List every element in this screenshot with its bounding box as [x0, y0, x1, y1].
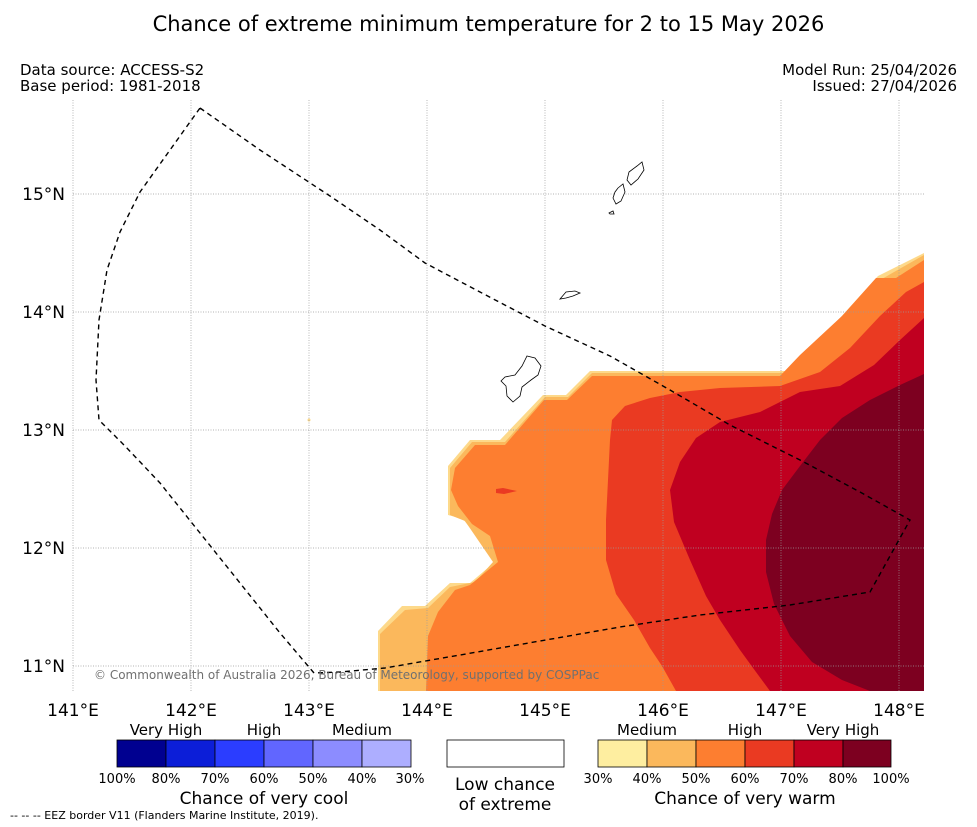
low-chance-legend: Low chance of extreme	[446, 739, 565, 815]
cool-swatch-40-30	[361, 739, 412, 768]
warm-group-medium: Medium	[617, 721, 677, 739]
cool-swatch-80-70	[165, 739, 216, 768]
island-saipan	[626, 161, 645, 186]
lon-label: 148°E	[873, 701, 925, 721]
warm-tick: 40%	[633, 772, 662, 787]
warm-swatch-70-80	[793, 739, 844, 768]
island-rota	[558, 290, 582, 300]
lon-label: 144°E	[401, 701, 453, 721]
copyright-text: © Commonwealth of Australia 2026, Bureau…	[94, 668, 599, 682]
cool-group-high: High	[247, 721, 281, 739]
cool-tick: 40%	[348, 772, 377, 787]
warm-tick: 60%	[731, 772, 760, 787]
cool-swatch-70-60	[214, 739, 265, 768]
low-chance-swatch	[446, 739, 565, 768]
lon-label: 147°E	[755, 701, 807, 721]
longitude-axis: 141°E 142°E 143°E 144°E 145°E 146°E 147°…	[47, 701, 925, 721]
low-chance-line1: Low chance	[455, 775, 555, 795]
lon-label: 141°E	[47, 701, 99, 721]
warm-tick: 80%	[829, 772, 858, 787]
warm-swatch-60-70	[744, 739, 795, 768]
warm-group-high: High	[728, 721, 762, 739]
lat-label: 11°N	[22, 657, 65, 677]
data-source-text: Data source: ACCESS-S2	[20, 61, 205, 79]
low-chance-line2: of extreme	[459, 795, 552, 815]
warm-swatch-80-100	[842, 739, 892, 768]
lat-label: 15°N	[22, 185, 65, 205]
cool-tick: 80%	[152, 772, 181, 787]
island-guam	[500, 355, 542, 403]
issued-text: Issued: 27/04/2026	[812, 77, 957, 95]
cool-tick: 50%	[299, 772, 328, 787]
model-run-text: Model Run: 25/04/2026	[782, 61, 957, 79]
cool-group-medium: Medium	[332, 721, 392, 739]
eez-border-note: -- -- -- EEZ border V11 (Flanders Marine…	[10, 809, 319, 822]
cool-legend-title: Chance of very cool	[180, 789, 349, 809]
cool-tick: 60%	[250, 772, 279, 787]
cool-tick: 70%	[201, 772, 230, 787]
cool-group-very-high: Very High	[130, 721, 203, 739]
cool-swatch-50-40	[312, 739, 363, 768]
contour-warm-small-spot	[496, 488, 517, 494]
lat-label: 14°N	[22, 303, 65, 323]
island-tinian	[612, 183, 626, 205]
contour-warm-80	[766, 374, 924, 691]
warm-swatch-30-40	[597, 739, 648, 768]
lon-label: 143°E	[283, 701, 335, 721]
graticule	[72, 100, 924, 691]
base-period-text: Base period: 1981-2018	[20, 77, 201, 95]
cool-tick: 100%	[98, 772, 135, 787]
lat-label: 13°N	[22, 421, 65, 441]
latitude-axis: 15°N 14°N 13°N 12°N 11°N	[22, 185, 65, 677]
warm-chance-contours	[307, 253, 924, 691]
map-title: Chance of extreme minimum temperature fo…	[152, 12, 825, 36]
warm-legend: Medium High Very High 30% 40% 50% 60% 70…	[584, 721, 910, 809]
cool-swatch-60-50	[263, 739, 314, 768]
lat-label: 12°N	[22, 539, 65, 559]
warm-tick: 30%	[584, 772, 613, 787]
warm-tick: 70%	[780, 772, 809, 787]
cool-legend: Very High High Medium 100% 80% 70% 60% 5…	[98, 721, 424, 809]
warm-tick: 50%	[682, 772, 711, 787]
warm-legend-title: Chance of very warm	[654, 789, 835, 809]
lon-label: 146°E	[637, 701, 689, 721]
warm-swatch-40-50	[646, 739, 697, 768]
warm-swatch-50-60	[695, 739, 746, 768]
warm-group-very-high: Very High	[807, 721, 880, 739]
lon-label: 142°E	[165, 701, 217, 721]
cool-swatch-100-80	[116, 739, 167, 768]
island-aguijan	[608, 210, 615, 215]
cool-tick: 30%	[396, 772, 425, 787]
warm-tick: 100%	[872, 772, 909, 787]
island-outlines	[500, 161, 645, 403]
data-source-block: Data source: ACCESS-S2 Base period: 1981…	[20, 62, 204, 94]
lon-label: 145°E	[519, 701, 571, 721]
model-run-block: Model Run: 25/04/2026 Issued: 27/04/2026	[782, 62, 957, 94]
